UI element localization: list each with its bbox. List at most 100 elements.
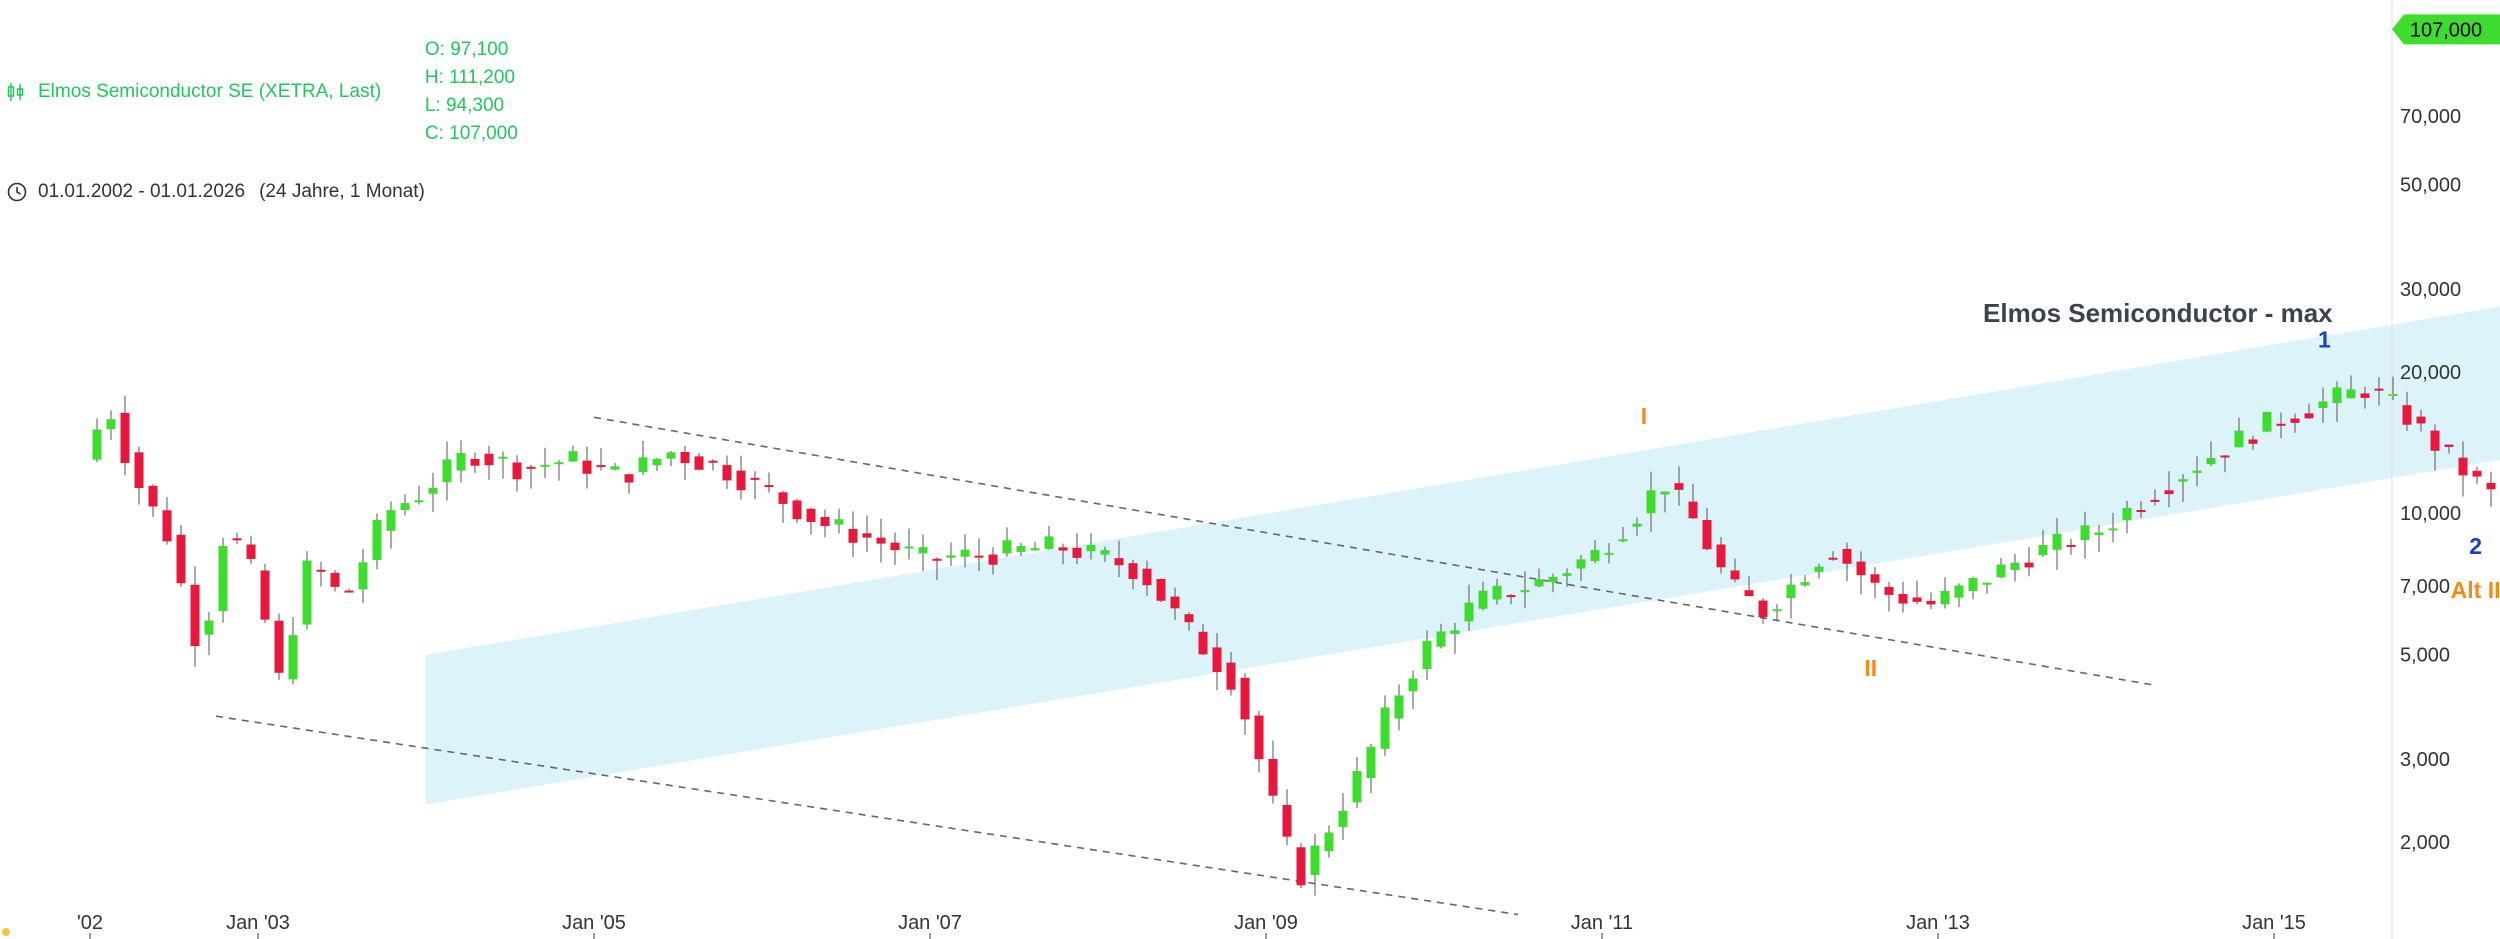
- candle-up: [1548, 576, 1558, 583]
- x-tick-label: Jan '13: [1906, 912, 1970, 934]
- candle-down: [2066, 544, 2076, 547]
- candle-up: [1352, 770, 1362, 803]
- x-tick-label: Jan '15: [2242, 912, 2306, 934]
- candle-down: [1758, 600, 1768, 618]
- candle-down: [1240, 677, 1250, 720]
- candle-up: [1618, 539, 1628, 542]
- candle-up: [1786, 584, 1796, 599]
- y-tick-label: 10,000: [2400, 503, 2461, 525]
- candle-down: [792, 500, 802, 520]
- candles: [92, 375, 2496, 896]
- candle-up: [1044, 536, 1054, 549]
- wave-label: 1: [2318, 327, 2331, 353]
- candle-down: [806, 508, 816, 522]
- candle-down: [1716, 544, 1726, 568]
- candle-up: [456, 452, 466, 471]
- x-tick-label: Jan '07: [898, 912, 962, 934]
- candle-down: [162, 510, 172, 542]
- candle-down: [1702, 520, 1712, 550]
- candle-up: [946, 555, 956, 558]
- candle-up: [1520, 590, 1530, 593]
- candle-up: [2318, 401, 2328, 409]
- candle-up: [2192, 470, 2202, 473]
- low-value: L: 94,300: [424, 95, 505, 116]
- candle-down: [2220, 455, 2230, 458]
- candle-down: [232, 538, 242, 541]
- candle-up: [400, 503, 410, 511]
- candle-up: [1324, 832, 1334, 851]
- candle-up: [918, 547, 928, 554]
- candle-up: [1562, 573, 1572, 576]
- candle-up: [1422, 640, 1432, 670]
- candle-down: [750, 477, 760, 480]
- candle-up: [960, 549, 970, 557]
- channel-band: [426, 306, 2500, 805]
- candle-down: [764, 485, 774, 488]
- candle-down: [2276, 423, 2286, 426]
- candle-down: [1072, 547, 1082, 558]
- candle-down: [596, 465, 606, 468]
- candle-up: [2052, 533, 2062, 550]
- candle-up: [1338, 810, 1348, 827]
- x-tick-label: '02: [77, 912, 103, 934]
- last-price-badge: 107,000: [2392, 14, 2500, 45]
- candle-up: [2262, 411, 2272, 432]
- candle-down: [148, 485, 158, 507]
- candle-up: [1996, 564, 2006, 578]
- candle-up: [1310, 845, 1320, 875]
- candle-down: [876, 537, 886, 544]
- candle-down: [120, 412, 130, 463]
- candlestick-icon: [7, 83, 24, 101]
- candle-up: [358, 562, 368, 590]
- candle-down: [1506, 595, 1516, 598]
- candle-down: [330, 572, 340, 587]
- candle-up: [442, 459, 452, 483]
- candle-down: [1254, 715, 1264, 760]
- candle-down: [1184, 614, 1194, 623]
- candle-down: [2472, 470, 2482, 477]
- x-tick-label: Jan '09: [1234, 912, 1298, 934]
- y-tick-label: 20,000: [2400, 362, 2461, 384]
- candle-down: [2136, 510, 2146, 513]
- x-tick-label: Jan '05: [562, 912, 626, 934]
- candle-down: [2444, 444, 2454, 447]
- trendline-1: [593, 416, 2157, 687]
- candle-down: [1912, 597, 1922, 602]
- candle-up: [372, 519, 382, 561]
- candle-down: [1856, 561, 1866, 576]
- candle-up: [1954, 585, 1964, 598]
- candle-down: [260, 570, 270, 620]
- candle-down: [1058, 547, 1068, 551]
- wave-label: Alt II: [2451, 577, 2500, 603]
- price-axis: 2,000 3,000 5,000 7,000 10,000 20,000 30,000 50…: [2400, 106, 2461, 854]
- candle-down: [176, 534, 186, 584]
- candle-down: [2304, 413, 2314, 419]
- open-value: O: 97,100: [424, 39, 509, 60]
- candle-down: [1884, 586, 1894, 595]
- candle-up: [1814, 566, 1824, 572]
- candle-down: [2458, 457, 2468, 476]
- candle-down: [848, 528, 858, 543]
- candle-up: [2038, 544, 2048, 556]
- candle-down: [470, 458, 480, 466]
- y-tick-label: 7,000: [2400, 576, 2450, 598]
- candle-up: [2206, 458, 2216, 465]
- candle-up: [1660, 491, 1670, 495]
- candle-down: [2374, 388, 2384, 391]
- y-tick-label: 2,000: [2400, 832, 2450, 854]
- candle-up: [1968, 578, 1978, 591]
- candle-down: [722, 465, 732, 481]
- candle-down: [134, 452, 144, 489]
- candle-up: [1772, 609, 1782, 612]
- candle-up: [92, 429, 102, 460]
- candle-up: [2346, 389, 2356, 399]
- candle-down: [512, 462, 522, 480]
- candle-up: [2010, 562, 2020, 570]
- candle-down: [680, 451, 690, 464]
- candle-down: [526, 466, 536, 469]
- candle-down: [974, 555, 984, 558]
- candle-down: [2248, 439, 2258, 444]
- candle-up: [1800, 582, 1810, 586]
- wave-label: II: [1864, 655, 1877, 681]
